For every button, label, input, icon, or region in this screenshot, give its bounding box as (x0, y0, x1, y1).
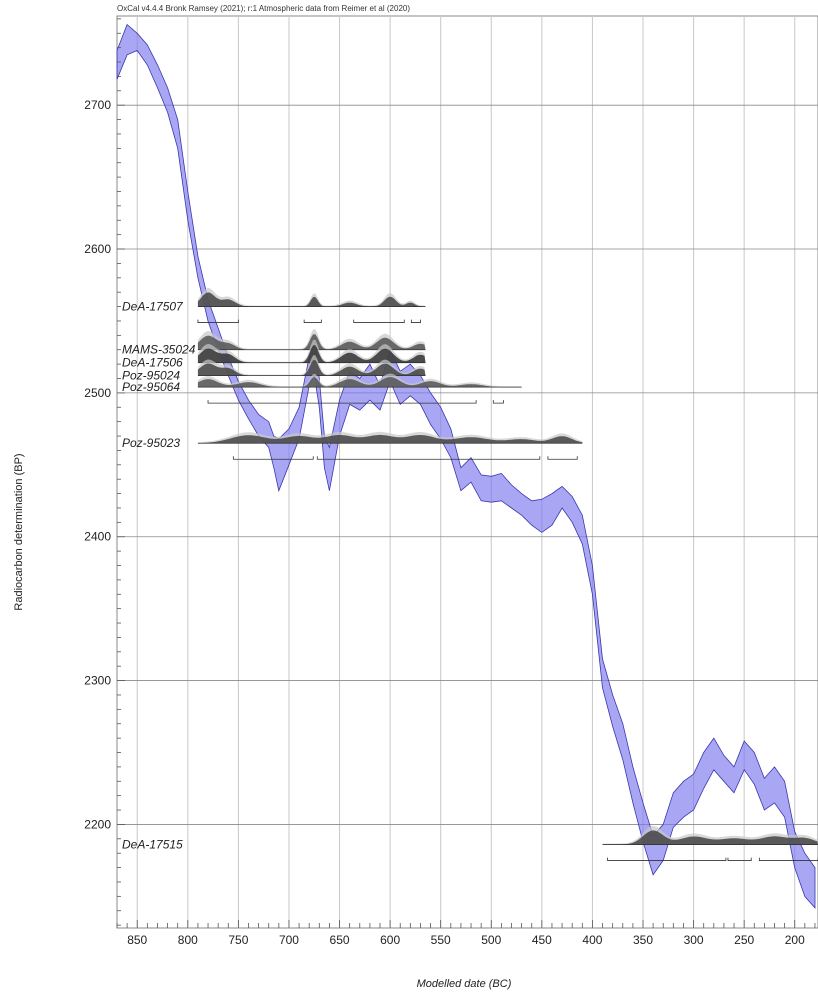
axes: 850 800 750 700 650 600 550 500 450 400 350 300 250 2… (84, 18, 816, 947)
calibration-band (116, 23, 816, 909)
y-tick-label: 2600 (84, 242, 111, 256)
range-bracket (547, 456, 578, 460)
posterior-distribution (197, 345, 426, 363)
sample-dea-17507: DeA-17507 (122, 287, 426, 323)
sample-label: Poz-95023 (122, 436, 180, 450)
x-tick-label: 650 (330, 933, 350, 947)
x-tick-label: 450 (532, 933, 552, 947)
sample-dea-17515: DeA-17515 (122, 825, 818, 861)
x-tick-label: 750 (228, 933, 248, 947)
range-bracket (232, 456, 314, 460)
sample-label: Poz-95064 (122, 380, 180, 394)
y-tick-label: 2500 (84, 386, 111, 400)
x-tick-label: 550 (431, 933, 451, 947)
posterior-distribution (197, 377, 522, 388)
sample-distributions: DeA-17507MAMS-35024DeA-17506Poz-95024Poz… (122, 287, 818, 861)
y-tick-label: 2400 (84, 530, 111, 544)
y-axis-title: Radiocarbon determination (BP) (13, 453, 25, 611)
posterior-distribution (197, 360, 426, 376)
sample-label: Poz-95024 (122, 369, 180, 383)
x-tick-label: 250 (734, 933, 754, 947)
range-bracket (758, 857, 818, 861)
x-tick-label: 500 (481, 933, 501, 947)
range-bracket (607, 857, 727, 861)
x-axis-title: Modelled date (BC) (416, 978, 512, 990)
x-tick-label: 700 (279, 933, 299, 947)
range-bracket (727, 857, 752, 861)
range-bracket (207, 400, 477, 404)
sample-label: MAMS-35024 (122, 343, 196, 357)
plot-frame (116, 15, 818, 929)
posterior-distribution (197, 292, 426, 307)
y-tick-label: 2200 (84, 817, 111, 831)
x-tick-label: 350 (633, 933, 653, 947)
calibration-band-path (116, 23, 816, 909)
range-bracket (303, 319, 322, 323)
y-tick-label: 2300 (84, 674, 111, 688)
posterior-distribution (197, 334, 426, 350)
range-bracket (353, 319, 405, 323)
sample-poz-95064: Poz-95064 (122, 373, 522, 404)
x-tick-label: 600 (380, 933, 400, 947)
y-tick-label: 2700 (84, 98, 111, 112)
range-bracket (492, 400, 504, 404)
posterior-distribution (197, 434, 583, 444)
sample-label: DeA-17506 (122, 356, 183, 370)
range-bracket (410, 319, 421, 323)
chart-title: OxCal v4.4.4 Bronk Ramsey (2021); r:1 At… (117, 4, 411, 13)
x-tick-label: 800 (178, 933, 198, 947)
x-tick-label: 850 (127, 933, 147, 947)
range-bracket (197, 319, 239, 323)
x-tick-label: 300 (684, 933, 704, 947)
posterior-distribution (602, 830, 818, 845)
x-tick-label: 400 (582, 933, 602, 947)
prior-distribution (197, 287, 426, 307)
sample-label: DeA-17507 (122, 300, 184, 314)
x-tick-label: 200 (785, 933, 805, 947)
sample-poz-95023: Poz-95023 (122, 431, 583, 460)
range-bracket (316, 456, 541, 460)
sample-label: DeA-17515 (122, 838, 183, 852)
